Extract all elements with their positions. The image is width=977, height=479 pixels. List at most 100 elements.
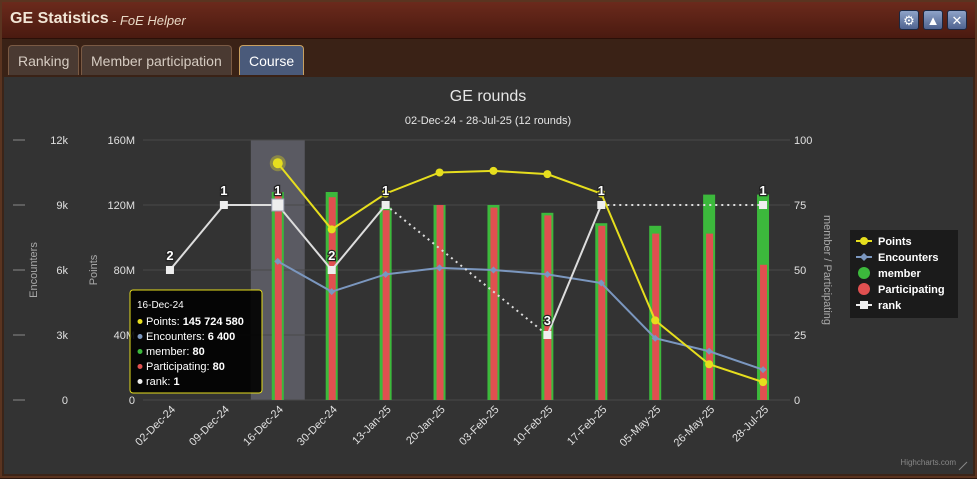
gear-icon[interactable]: ⚙: [899, 10, 919, 30]
rank-line-segment: [384, 204, 549, 336]
points-axis-label: 0: [129, 395, 135, 407]
x-axis-label: 30-Dec-24: [295, 404, 340, 449]
points-point: [705, 360, 714, 369]
participating-bar: [490, 207, 498, 400]
legend-item-member: member: [878, 268, 922, 280]
points-point: [272, 158, 283, 169]
tooltip-bullet: [137, 319, 143, 324]
x-axis-label: 17-Feb-25: [565, 404, 609, 448]
right-axis-label: 50: [794, 265, 806, 277]
right-axis-title: member / Participating: [821, 215, 833, 325]
points-point: [327, 225, 336, 234]
encounters-axis-label: 0: [62, 395, 68, 407]
participating-bar: [328, 197, 336, 400]
tooltip-date: 16-Dec-24: [137, 300, 184, 311]
points-point: [651, 316, 660, 325]
tab-course[interactable]: Course: [239, 45, 305, 75]
encounters-axis-label: 9k: [56, 200, 68, 212]
rank-point: [543, 331, 552, 339]
close-icon[interactable]: ✕: [947, 10, 967, 30]
window-title: GE Statistics: [10, 10, 109, 27]
right-axis-label: 75: [794, 200, 806, 212]
points-point: [597, 189, 606, 198]
encounters-point: [328, 288, 336, 296]
points-axis-label: 160M: [107, 135, 135, 147]
tooltip-bullet: [137, 379, 143, 384]
participating-bar: [598, 225, 606, 400]
tab-ranking[interactable]: Ranking: [8, 45, 80, 75]
rank-point: [597, 201, 606, 209]
tooltip-row: Encounters: 6 400: [146, 331, 235, 343]
legend-item-encounters: Encounters: [878, 252, 939, 264]
encounters-point: [651, 334, 659, 342]
rank-point: [759, 201, 768, 209]
encounters-point: [759, 366, 767, 374]
x-axis-label: 02-Dec-24: [133, 404, 178, 449]
window-subtitle: - FoE Helper: [112, 13, 186, 28]
tooltip-bullet: [137, 364, 143, 369]
legend-marker: [858, 283, 870, 295]
points-point: [543, 170, 552, 179]
right-axis-label: 25: [794, 330, 806, 342]
legend-marker: [858, 267, 870, 279]
encounters-point: [436, 264, 444, 272]
x-axis-label: 16-Dec-24: [241, 404, 286, 449]
minimize-icon[interactable]: ▲: [923, 10, 943, 30]
x-axis-label: 28-Jul-25: [730, 404, 771, 445]
x-axis-label: 09-Dec-24: [187, 404, 232, 449]
legend-item-points: Points: [878, 236, 912, 248]
title-bar[interactable]: GE Statistics - FoE Helper ⚙ ▲ ✕: [2, 2, 975, 39]
points-point: [759, 378, 768, 387]
resize-handle: [958, 461, 968, 471]
x-axis-label: 26-May-25: [672, 404, 718, 450]
participating-bar: [706, 233, 714, 400]
points-axis-label: 120M: [107, 200, 135, 212]
tab-bar: Ranking Member participation Course: [2, 39, 975, 77]
tooltip-row-label: rank:: [146, 376, 174, 388]
rank-point: [381, 201, 390, 209]
encounters-axis-title: Encounters: [28, 242, 40, 298]
encounters-point: [597, 279, 605, 287]
rank-data-label: 2: [166, 248, 173, 263]
participating-bar: [436, 205, 444, 400]
tooltip-row: Participating: 80: [146, 361, 225, 373]
participating-bar: [544, 215, 552, 400]
points-point: [381, 189, 390, 198]
encounters-line: [277, 260, 764, 371]
x-axis-label: 05-May-25: [618, 404, 664, 450]
rank-data-label: 1: [598, 183, 605, 198]
encounters-axis-label: 6k: [56, 265, 68, 277]
points-axis-title: Points: [88, 254, 100, 285]
encounters-point: [543, 270, 551, 278]
tooltip-row-value: 1: [174, 376, 180, 388]
chart-subtitle: 02-Dec-24 - 28-Jul-25 (12 rounds): [405, 115, 571, 127]
encounters-point: [705, 347, 713, 355]
rank-point: [219, 201, 228, 209]
rank-line-segment: [169, 204, 225, 271]
encounters-point: [274, 257, 282, 265]
x-axis-label: 13-Jan-25: [350, 404, 394, 448]
rank-data-label: 1: [220, 183, 227, 198]
legend-marker: [860, 301, 868, 309]
rank-point: [271, 198, 285, 212]
tooltip-row-label: member:: [146, 346, 192, 358]
points-point: [435, 168, 444, 177]
tab-member-participation[interactable]: Member participation: [81, 45, 232, 75]
encounters-axis-label: 12k: [50, 135, 68, 147]
right-axis-label: 100: [794, 135, 812, 147]
rank-line-segment: [330, 204, 387, 271]
rank-data-label: 2: [328, 248, 335, 263]
encounters-point: [382, 270, 390, 278]
tooltip-row: rank: 1: [146, 376, 180, 388]
tooltip-row: Points: 145 724 580: [146, 316, 244, 328]
ge-rounds-chart: GE rounds 02-Dec-24 - 28-Jul-25 (12 round…: [13, 88, 968, 471]
x-axis-label: 10-Feb-25: [511, 404, 555, 448]
legend-marker: [860, 237, 868, 245]
tooltip-row-label: Points:: [146, 316, 183, 328]
right-axis-label: 0: [794, 395, 800, 407]
x-axis-label: 20-Jan-25: [404, 404, 448, 448]
legend-marker: [860, 253, 868, 261]
tooltip-row-value: 80: [213, 361, 225, 373]
participating-bar: [382, 210, 390, 400]
